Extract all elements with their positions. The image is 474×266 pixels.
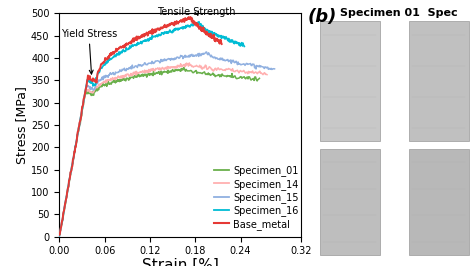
Legend: Specimen_01, Specimen_14, Specimen_15, Specimen_16, Base_metal: Specimen_01, Specimen_14, Specimen_15, S…	[214, 165, 299, 230]
Y-axis label: Stress [MPa]: Stress [MPa]	[15, 86, 28, 164]
X-axis label: Strain [%]: Strain [%]	[142, 258, 219, 266]
Bar	[319, 21, 380, 141]
Bar	[409, 21, 469, 141]
Text: (b): (b)	[308, 8, 337, 26]
Text: Tensile Strength: Tensile Strength	[157, 7, 236, 17]
Bar	[319, 149, 380, 255]
Bar	[409, 149, 469, 255]
Text: Yield Stress: Yield Stress	[61, 28, 117, 74]
Text: Specimen 01  Spec: Specimen 01 Spec	[340, 8, 458, 18]
